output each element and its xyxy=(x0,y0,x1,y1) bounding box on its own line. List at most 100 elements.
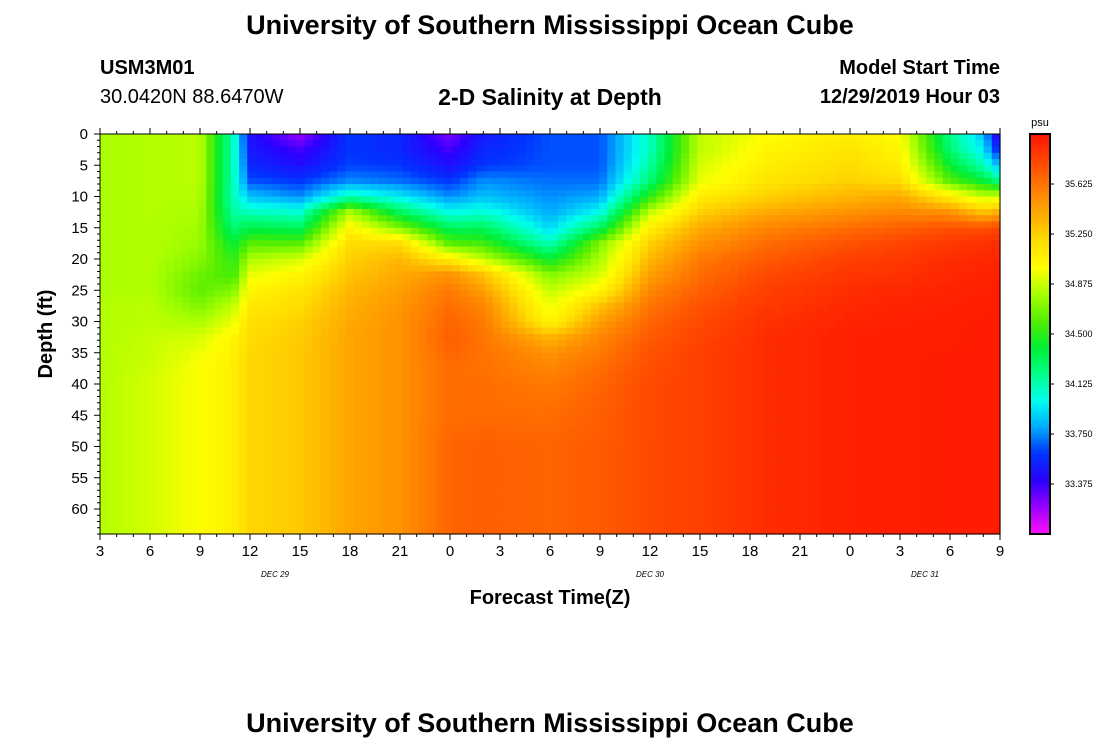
heatmap-cell xyxy=(443,171,453,179)
heatmap-cell xyxy=(198,459,207,466)
heatmap-cell xyxy=(230,134,240,141)
heatmap-cell xyxy=(206,384,216,391)
heatmap-cell xyxy=(623,296,633,304)
heatmap-cell xyxy=(590,327,600,335)
heatmap-cell xyxy=(394,365,404,373)
heatmap-cell xyxy=(263,134,273,141)
heatmap-cell xyxy=(566,515,576,523)
heatmap-cell xyxy=(435,302,445,310)
heatmap-cell xyxy=(599,465,608,473)
heatmap-cell xyxy=(615,227,625,235)
heatmap-cell xyxy=(181,365,191,373)
heatmap-cell xyxy=(165,521,175,529)
heatmap-cell xyxy=(492,427,502,435)
heatmap-cell xyxy=(116,384,126,391)
heatmap-cell xyxy=(410,346,420,354)
heatmap-cell xyxy=(410,252,420,260)
heatmap-cell xyxy=(247,365,257,373)
heatmap-cell xyxy=(345,165,355,173)
heatmap-cell xyxy=(509,202,518,210)
heatmap-cell xyxy=(181,346,191,354)
heatmap-cell xyxy=(149,159,158,166)
heatmap-cell xyxy=(680,159,690,166)
heatmap-cell xyxy=(558,427,567,435)
heatmap-cell xyxy=(116,440,126,448)
heatmap-cell xyxy=(656,209,666,216)
heatmap-cell xyxy=(165,134,175,141)
heatmap-cell xyxy=(550,352,559,360)
heatmap-cell xyxy=(337,302,347,310)
heatmap-cell xyxy=(525,440,535,448)
heatmap-cell xyxy=(443,415,453,423)
heatmap-cell xyxy=(697,396,707,404)
heatmap-cell xyxy=(100,502,109,510)
heatmap-cell xyxy=(730,271,739,279)
heatmap-cell xyxy=(607,496,617,504)
heatmap-cell xyxy=(623,146,633,154)
heatmap-cell xyxy=(460,284,469,291)
heatmap-cell xyxy=(263,471,273,479)
heatmap-cell xyxy=(640,390,649,398)
heatmap-cell xyxy=(353,159,363,166)
heatmap-cell xyxy=(631,477,641,485)
heatmap-cell xyxy=(378,365,387,373)
heatmap-cell xyxy=(476,471,486,479)
heatmap-cell xyxy=(361,440,371,448)
heatmap-cell xyxy=(500,352,510,360)
heatmap-cell xyxy=(460,365,469,373)
heatmap-cell xyxy=(239,302,248,310)
heatmap-cell xyxy=(697,502,707,510)
heatmap-cell xyxy=(116,509,126,516)
heatmap-cell xyxy=(680,465,690,473)
heatmap-cell xyxy=(157,177,167,185)
heatmap-cell xyxy=(181,509,191,516)
heatmap-cell xyxy=(705,509,715,516)
heatmap-cell xyxy=(247,402,257,410)
heatmap-cell xyxy=(206,359,216,366)
heatmap-cell xyxy=(124,459,134,466)
heatmap-cell xyxy=(599,359,608,366)
heatmap-cell xyxy=(402,402,412,410)
heatmap-cell xyxy=(615,327,625,335)
heatmap-cell xyxy=(574,359,584,366)
heatmap-cell xyxy=(582,271,592,279)
heatmap-cell xyxy=(443,221,453,229)
heatmap-cell xyxy=(566,140,576,148)
heatmap-cell xyxy=(500,365,510,373)
heatmap-cell xyxy=(566,471,576,479)
heatmap-cell xyxy=(705,159,715,166)
heatmap-cell xyxy=(214,265,224,273)
heatmap-cell xyxy=(419,284,428,291)
heatmap-cell xyxy=(345,227,355,235)
heatmap-cell xyxy=(631,521,641,529)
heatmap-cell xyxy=(705,465,715,473)
heatmap-cell xyxy=(173,384,183,391)
heatmap-cell xyxy=(730,365,739,373)
heatmap-cell xyxy=(689,346,698,354)
heatmap-cell xyxy=(656,427,666,435)
heatmap-cell xyxy=(140,321,150,329)
heatmap-cell xyxy=(492,465,502,473)
heatmap-cell xyxy=(386,134,396,141)
heatmap-cell xyxy=(705,352,715,360)
heatmap-cell xyxy=(288,171,297,179)
heatmap-cell xyxy=(558,152,567,160)
heatmap-cell xyxy=(100,490,109,498)
heatmap-cell xyxy=(124,246,134,254)
heatmap-cell xyxy=(672,177,682,185)
heatmap-cell xyxy=(345,252,355,260)
heatmap-cell xyxy=(140,140,150,148)
heatmap-cell xyxy=(517,402,527,410)
heatmap-cell xyxy=(149,490,158,498)
heatmap-cell xyxy=(296,315,306,323)
heatmap-cell xyxy=(312,409,322,416)
heatmap-cell xyxy=(361,209,371,216)
heatmap-cell xyxy=(656,177,666,185)
heatmap-cell xyxy=(525,252,535,260)
heatmap-cell xyxy=(239,496,248,504)
heatmap-cell xyxy=(149,390,158,398)
heatmap-cell xyxy=(599,196,608,204)
heatmap-cell xyxy=(247,221,257,229)
heatmap-cell xyxy=(484,477,494,485)
heatmap-cell xyxy=(443,440,453,448)
